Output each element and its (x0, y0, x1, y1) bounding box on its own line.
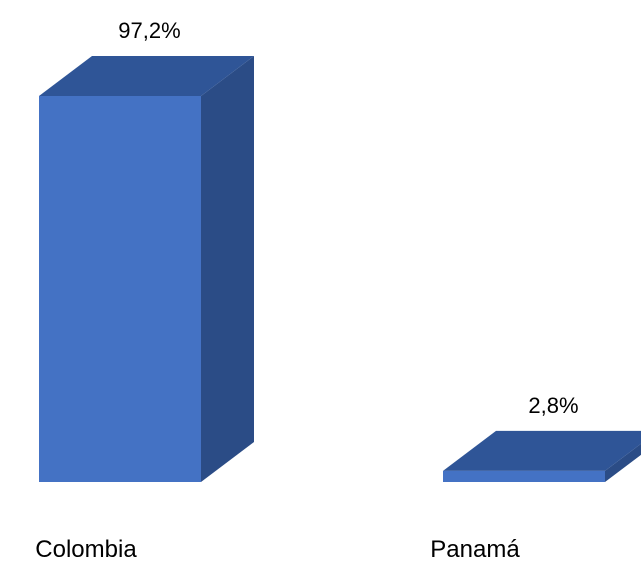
category-label: Panamá (430, 536, 520, 563)
bar-front-face (39, 96, 201, 482)
bar-top-face (39, 56, 254, 96)
data-label: 2,8% (528, 393, 578, 418)
chart-labels: 97,2% Colombia 2,8% Panamá (35, 18, 578, 563)
bar-top-face (443, 430, 641, 471)
bar-front-face (443, 470, 605, 482)
bar-side-face (605, 443, 641, 482)
chart-bars (39, 56, 641, 482)
category-label: Colombia (35, 536, 137, 563)
bar-side-face (201, 56, 254, 482)
bar-panam (443, 430, 641, 482)
bar-colombia (39, 56, 254, 482)
data-label: 97,2% (118, 18, 180, 43)
